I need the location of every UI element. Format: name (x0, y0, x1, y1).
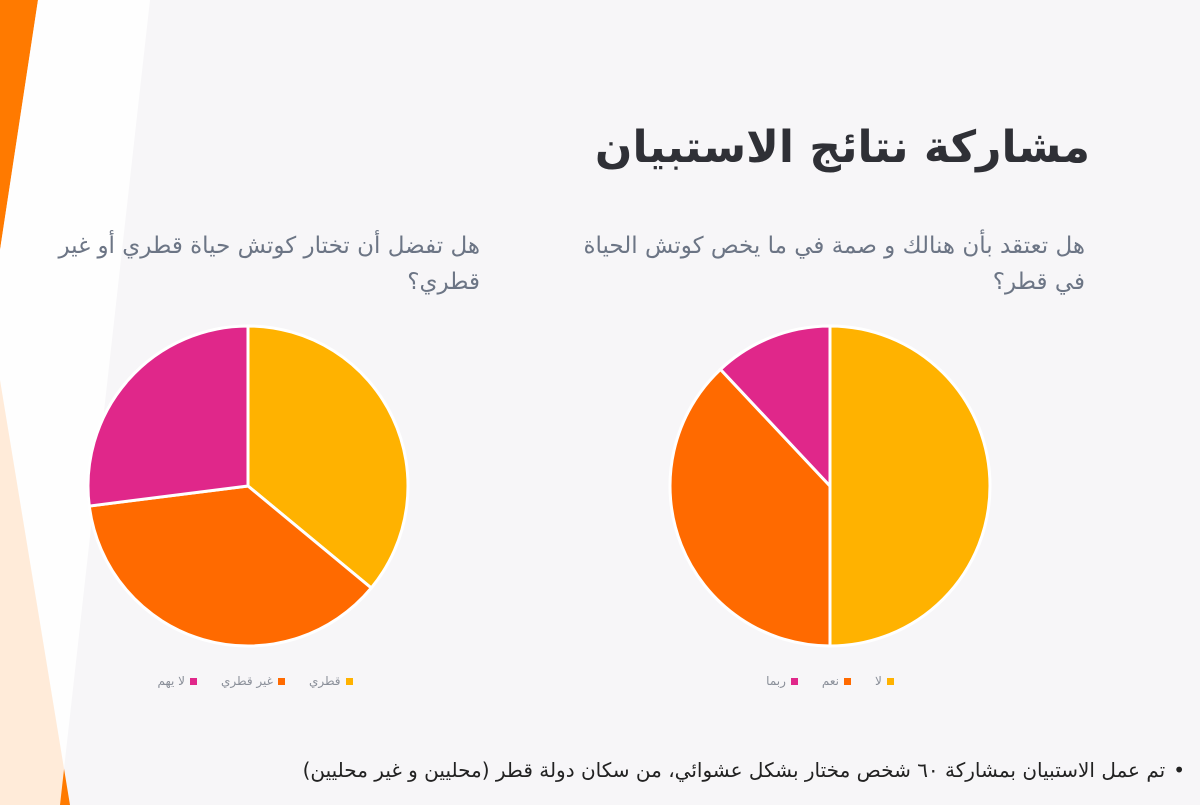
legend-item: لا (875, 674, 894, 688)
pie-slice-1 (246, 324, 410, 591)
pie-slice-3 (86, 324, 250, 508)
question-left: هل تفضل أن تختار كوتش حياة قطري أو غير ق… (58, 233, 480, 295)
legend-label: ربما (766, 674, 786, 688)
legend-label: لا يهم (157, 674, 185, 688)
legend-swatch (190, 677, 197, 685)
question-right: هل تعتقد بأن هنالك و صمة في ما يخص كوتش … (583, 233, 1085, 295)
pie-chart-stigma (668, 324, 992, 648)
legend-swatch (886, 677, 894, 685)
legend-swatch (844, 677, 852, 685)
legend-label: نعم (821, 674, 840, 688)
pie-chart-nationality-preference (86, 324, 410, 648)
legend-swatch (790, 677, 798, 685)
legend-swatch (345, 677, 353, 685)
legend-item: لا يهم (157, 674, 197, 688)
slide-title: مشاركة نتائج الاستبيان (594, 122, 1090, 173)
legend-right: لا نعم ربما (730, 674, 930, 688)
legend-item: ربما (766, 674, 798, 688)
legend-left: قطري غير قطري لا يهم (140, 674, 370, 688)
footnote: • تم عمل الاستبيان بمشاركة ٦٠ شخص مختار ب… (200, 758, 1185, 782)
pie-slice-1 (828, 324, 992, 648)
pie-slice-2 (668, 367, 832, 648)
legend-item: نعم (821, 674, 852, 688)
legend-label: قطري (308, 674, 341, 688)
bullet-icon: • (1173, 758, 1185, 782)
legend-label: غير قطري (221, 674, 273, 688)
legend-item: غير قطري (221, 674, 285, 688)
legend-item: قطري (309, 674, 353, 688)
white-band (0, 0, 150, 805)
pie-slice-3 (718, 324, 832, 490)
legend-swatch (277, 677, 285, 685)
footnote-text: تم عمل الاستبيان بمشاركة ٦٠ شخص مختار بش… (302, 758, 1166, 782)
legend-label: لا (875, 674, 882, 688)
pie-slice-2 (87, 484, 374, 648)
